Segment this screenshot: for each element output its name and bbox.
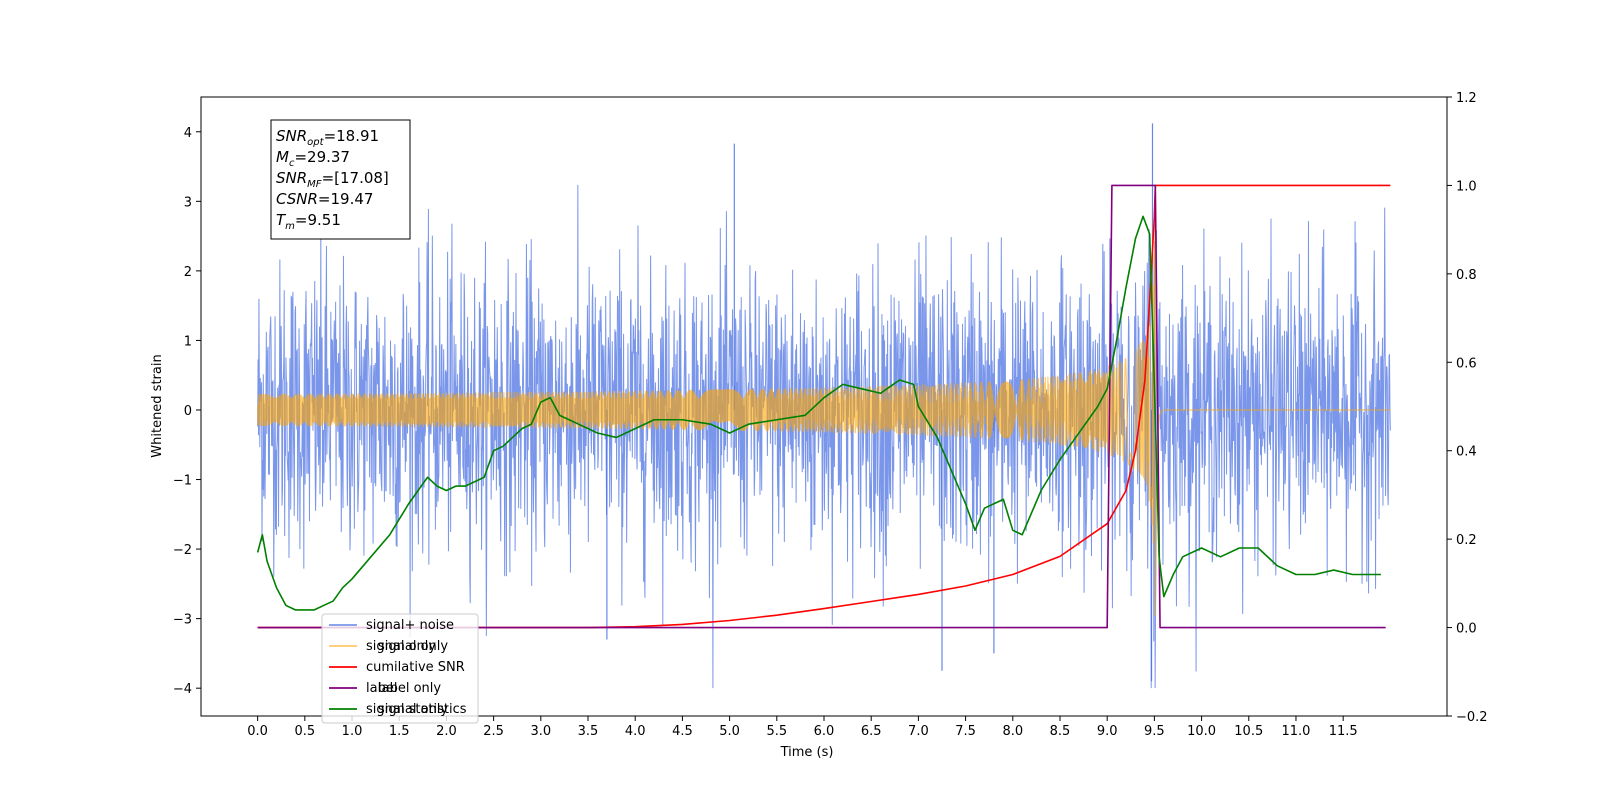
annotation-symbol: T: [276, 211, 287, 229]
annotation-line: SNRMF=[17.08]: [276, 169, 389, 190]
x-tick-label: 10.5: [1234, 724, 1263, 739]
annotation-value: =18.91: [324, 127, 380, 145]
y-axis-left: 4 3 2 1 0 −1 −2 −3 −4: [173, 126, 201, 697]
y2-tick-label: 1.0: [1456, 179, 1477, 194]
x-tick-label: 11.0: [1281, 724, 1310, 739]
annotation-symbol: M: [276, 148, 289, 166]
x-tick-label: 1.0: [342, 724, 363, 739]
y-axis-label: Whitened strain: [150, 354, 165, 457]
x-tick-label: 3.0: [530, 724, 551, 739]
y-tick-label: −3: [173, 613, 192, 628]
annotation-subscript: m: [285, 221, 295, 232]
legend-overlapped-text: signal only: [378, 702, 448, 717]
annotation-box: SNRopt=18.91Mc=29.37SNRMF=[17.08]CSNR=19…: [270, 119, 411, 240]
y-tick-label: 1: [184, 334, 192, 349]
legend-label: label: [366, 681, 397, 696]
y-tick-label: −2: [173, 543, 192, 558]
x-tick-label: 8.5: [1050, 724, 1071, 739]
y-axis-right: 1.2 1.0 0.8 0.6 0.4 0.2 0.0 −0.2: [1447, 91, 1488, 725]
x-tick-label: 8.0: [1002, 724, 1023, 739]
signal-statistics-series: [256, 215, 1381, 611]
y2-tick-label: 1.2: [1456, 91, 1477, 106]
signal-statistics-line: [256, 215, 1381, 611]
annotation-symbol: CSNR: [276, 190, 318, 208]
y2-tick-label: 0.2: [1456, 533, 1477, 548]
y2-tick-label: −0.2: [1456, 710, 1488, 725]
y2-tick-label: 0.6: [1456, 356, 1477, 371]
y-tick-label: 2: [184, 265, 192, 280]
annotation-subscript: c: [289, 158, 295, 169]
annotation-symbol: SNR: [276, 127, 307, 145]
x-tick-label: 7.0: [908, 724, 929, 739]
x-tick-label: 3.5: [578, 724, 599, 739]
signal-only-line: [257, 205, 1391, 617]
signal-only-series: [257, 205, 1391, 617]
y2-tick-label: 0.4: [1456, 445, 1477, 460]
x-tick-label: 5.5: [766, 724, 787, 739]
legend-overlapped-text: label only: [378, 681, 441, 696]
annotation-subscript: MF: [307, 179, 322, 190]
y-tick-label: 4: [184, 126, 192, 141]
annotation-symbol: SNR: [276, 169, 307, 187]
plot-area: [256, 123, 1391, 689]
annotation-frame: [270, 119, 411, 240]
annotation-line: Tm=9.51: [276, 211, 341, 232]
x-tick-label: 6.5: [861, 724, 882, 739]
y2-tick-label: 0.0: [1456, 622, 1477, 637]
legend-label: signal statistics: [366, 702, 467, 717]
annotation-line: Mc=29.37: [276, 148, 350, 169]
label-line: [257, 184, 1386, 629]
x-tick-label: 4.5: [672, 724, 693, 739]
y-tick-label: −1: [173, 474, 192, 489]
x-tick-label: 5.0: [719, 724, 740, 739]
x-tick-label: 6.0: [814, 724, 835, 739]
cumulative-snr-series: [257, 184, 1391, 629]
label-series: [257, 184, 1386, 629]
x-tick-label: 2.5: [483, 724, 504, 739]
x-tick-label: 9.0: [1097, 724, 1118, 739]
x-tick-label: 10.0: [1187, 724, 1216, 739]
y-tick-label: 0: [184, 404, 192, 419]
x-tick-label: 1.5: [389, 724, 410, 739]
legend-label: signal only: [366, 639, 436, 654]
annotation-line: SNRopt=18.91: [276, 127, 379, 148]
legend-overlapped-text: signal only: [378, 639, 448, 654]
x-tick-label: 7.5: [955, 724, 976, 739]
legend-frame: [321, 613, 479, 724]
x-tick-label: 4.0: [625, 724, 646, 739]
x-axis-label: Time (s): [780, 745, 834, 760]
x-tick-label: 11.5: [1329, 724, 1358, 739]
x-tick-label: 0.0: [247, 724, 268, 739]
x-tick-label: 0.5: [294, 724, 315, 739]
x-axis: 0.0 0.5 1.0 1.5 2.0 2.5 3.0 3.5 4.0 4.5 5.0 5.5 6.0 6…: [247, 716, 1358, 739]
y-tick-label: 3: [184, 195, 192, 210]
y-tick-label: −4: [173, 682, 192, 697]
legend-label: signal+ noise: [366, 618, 454, 633]
annotation-line: CSNR=19.47: [276, 190, 373, 208]
annotation-value: =[17.08]: [322, 169, 389, 187]
annotation-value: =29.37: [294, 148, 350, 166]
x-tick-label: 9.5: [1144, 724, 1165, 739]
cumulative-snr-line: [257, 184, 1391, 629]
legend-label: cumilative SNR: [366, 660, 465, 675]
y2-tick-label: 0.8: [1456, 268, 1477, 283]
x-tick-label: 2.0: [436, 724, 457, 739]
annotation-value: =19.47: [318, 190, 374, 208]
annotation-value: =9.51: [295, 211, 341, 229]
annotation-subscript: opt: [307, 137, 324, 148]
